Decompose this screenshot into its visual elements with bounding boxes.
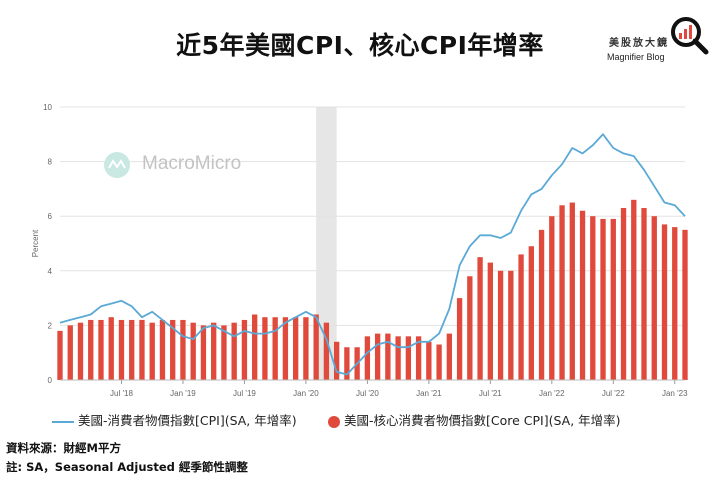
brand-logo: 美股放大鏡 Magnifier Blog — [600, 14, 716, 64]
core-cpi-bar — [620, 208, 627, 380]
core-cpi-bar — [477, 257, 483, 380]
cpi-line — [59, 133, 686, 376]
chart-title: 近5年美國CPI、核心CPI年增率 — [176, 31, 544, 60]
core-cpi-bar — [374, 333, 381, 380]
watermark-text: MacroMicro — [142, 153, 242, 174]
y-tick-label: 6 — [48, 212, 53, 221]
core-cpi-bar — [508, 270, 514, 380]
core-cpi-bar — [672, 227, 678, 380]
core-cpi-bar — [590, 216, 596, 380]
core-cpi-bar — [149, 322, 155, 380]
core-cpi-bar — [497, 270, 504, 380]
logo-en-text: Magnifier Blog — [607, 52, 665, 62]
core-cpi-bar — [231, 322, 237, 380]
core-cpi-bar — [467, 276, 473, 380]
x-tick-label: Jul '22 — [602, 389, 625, 398]
core-cpi-bar — [303, 317, 309, 380]
core-cpi-bar — [67, 325, 73, 380]
legend-label-cpi: 美國-消費者物價指數[CPI](SA, 年增率) — [78, 413, 297, 428]
core-cpi-bar — [221, 325, 227, 380]
core-cpi-bar — [159, 319, 166, 380]
core-cpi-bar — [88, 319, 94, 380]
logo-cn-text: 美股放大鏡 — [609, 38, 669, 49]
watermark: MacroMicro — [102, 150, 241, 180]
core-cpi-bar — [118, 319, 125, 380]
core-cpi-bar — [559, 205, 565, 380]
legend-item-core-cpi[interactable]: 美國-核心消費者物價指數[Core CPI](SA, 年增率) — [328, 410, 621, 429]
core-cpi-bar — [528, 246, 534, 380]
core-cpi-bar — [262, 317, 268, 380]
core-cpi-bar — [569, 202, 575, 380]
core-cpi-bar — [57, 330, 63, 380]
x-tick-label: Jan '19 — [170, 389, 196, 398]
core-cpi-bar — [446, 333, 453, 380]
magnifier-icon — [671, 17, 709, 55]
core-cpi-bar — [682, 229, 688, 380]
core-cpi-bar — [129, 319, 135, 380]
legend-line-swatch — [52, 420, 74, 423]
core-cpi-bar — [631, 199, 637, 380]
legend-label-core-cpi: 美國-核心消費者物價指數[Core CPI](SA, 年增率) — [344, 413, 621, 428]
core-cpi-bar — [364, 336, 371, 380]
core-cpi-bar — [415, 336, 422, 380]
core-cpi-bar — [252, 314, 258, 380]
core-cpi-bar — [241, 319, 248, 380]
y-axis-label: Percent — [31, 229, 40, 257]
core-cpi-bar — [323, 322, 330, 380]
core-cpi-bar — [518, 254, 524, 380]
core-cpi-bar — [98, 319, 104, 380]
core-cpi-bar — [487, 262, 493, 380]
x-tick-label: Jul '18 — [110, 389, 133, 398]
core-cpi-bar — [549, 216, 555, 380]
x-tick-label: Jan '20 — [293, 389, 319, 398]
shaded-period — [316, 107, 337, 380]
core-cpi-bar — [641, 208, 647, 380]
core-cpi-bar — [436, 344, 442, 380]
core-cpi-bar — [77, 322, 84, 380]
legend-dot-swatch — [328, 415, 340, 428]
x-tick-label: Jul '21 — [479, 389, 502, 398]
legend-item-cpi[interactable]: 美國-消費者物價指數[CPI](SA, 年增率) — [52, 410, 297, 429]
core-cpi-bar — [313, 314, 319, 380]
core-cpi-bar — [108, 317, 114, 380]
core-cpi-bar — [426, 341, 432, 380]
x-tick-label: Jul '19 — [233, 389, 256, 398]
core-cpi-bar — [344, 347, 350, 380]
core-cpi-bar — [456, 298, 463, 380]
core-cpi-bar — [190, 322, 196, 380]
y-tick-label: 10 — [43, 103, 52, 112]
core-cpi-bar — [282, 317, 289, 380]
core-cpi-bar — [538, 229, 545, 380]
core-cpi-bar — [405, 336, 412, 380]
core-cpi-bar — [661, 224, 668, 380]
x-tick-label: Jan '22 — [539, 389, 565, 398]
y-tick-label: 8 — [48, 158, 53, 167]
core-cpi-bar — [395, 336, 401, 380]
core-cpi-bar — [579, 210, 586, 380]
core-cpi-bar — [385, 333, 391, 380]
chart-area: 0 2 4 6 8 10 Percent Jul '18 Jan '19 Jul '19 Jan '… — [31, 103, 688, 398]
source-note: 資料來源：財經M平方 — [6, 441, 121, 455]
core-cpi-bar — [333, 341, 340, 380]
core-cpi-bar — [610, 218, 616, 380]
x-tick-label: Jan '21 — [416, 389, 442, 398]
core-cpi-bar — [211, 322, 217, 380]
y-tick-label: 2 — [48, 321, 53, 330]
footnote: 註: SA，Seasonal Adjusted 經季節性調整 — [6, 460, 248, 474]
core-cpi-bar — [170, 319, 176, 380]
y-tick-label: 4 — [48, 267, 53, 276]
core-cpi-bar — [139, 319, 145, 380]
x-tick-label: Jan '23 — [662, 389, 688, 398]
core-cpi-bar — [600, 218, 606, 380]
x-tick-label: Jul '20 — [356, 389, 379, 398]
core-cpi-bar — [180, 319, 186, 380]
core-cpi-bar — [651, 216, 657, 380]
core-cpi-bar — [272, 317, 278, 380]
core-cpi-bar — [200, 325, 207, 380]
macromicro-logo-icon — [104, 152, 130, 178]
core-cpi-bar — [292, 317, 299, 380]
y-tick-label: 0 — [48, 376, 53, 385]
